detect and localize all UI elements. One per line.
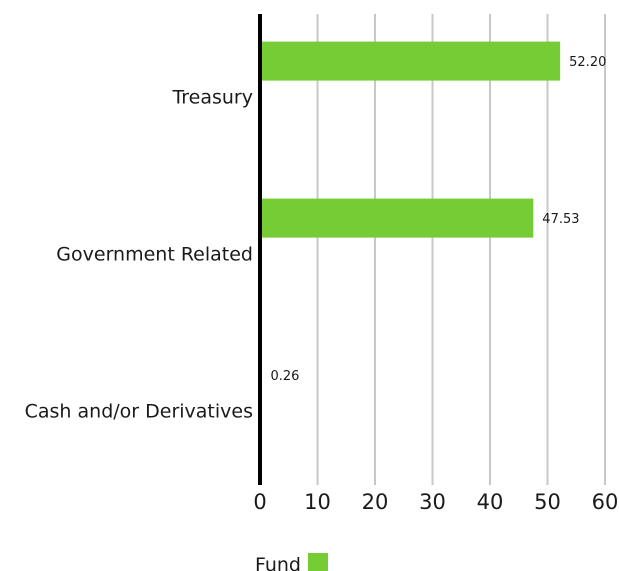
legend-label-fund: Fund	[255, 554, 301, 571]
gridlines	[316, 14, 606, 485]
legend-swatch-fund	[308, 553, 328, 571]
x-tick-label: 10	[304, 490, 331, 514]
data-labels: 52.20 47.53 0.26	[270, 55, 606, 384]
x-tick-labels: 0 10 20 30 40 50 60	[253, 490, 618, 514]
data-label: 0.26	[270, 369, 299, 384]
x-tick-label: 40	[477, 490, 504, 514]
x-tick-label: 30	[419, 490, 446, 514]
bars	[260, 41, 561, 395]
x-tick-label: 50	[534, 490, 561, 514]
data-label: 52.20	[569, 55, 606, 70]
category-label: Government Related	[56, 243, 253, 265]
category-label: Treasury	[171, 86, 253, 108]
bar	[260, 41, 561, 81]
category-labels: Treasury Government Related Cash and/or De…	[25, 86, 253, 422]
x-tick-label: 60	[592, 490, 619, 514]
bar	[260, 198, 534, 238]
data-label: 47.53	[542, 212, 579, 227]
legend: Fund	[255, 553, 328, 571]
x-tick-label: 0	[253, 490, 266, 514]
category-label: Cash and/or Derivatives	[25, 400, 253, 422]
x-tick-label: 20	[362, 490, 389, 514]
